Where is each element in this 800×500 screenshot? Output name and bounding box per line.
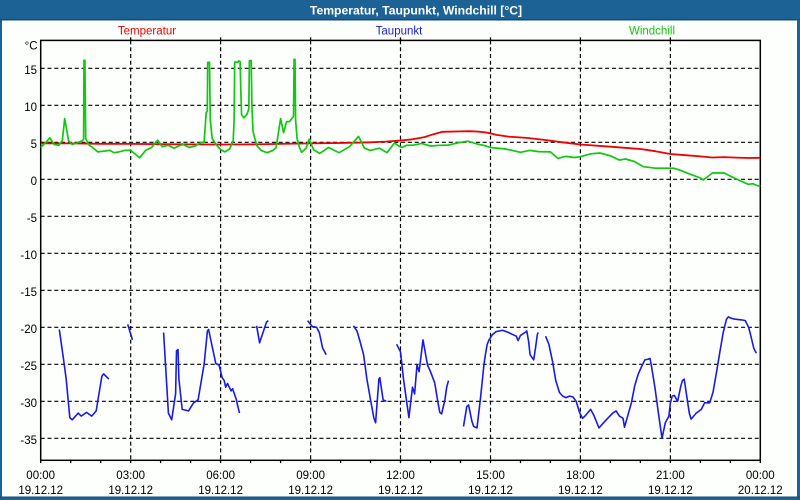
svg-text:03:00: 03:00 <box>116 470 145 482</box>
svg-text:19.12.12: 19.12.12 <box>108 485 153 497</box>
svg-text:0: 0 <box>31 176 37 188</box>
svg-text:-25: -25 <box>20 361 37 373</box>
svg-text:-15: -15 <box>20 287 37 299</box>
svg-text:10: 10 <box>24 102 37 114</box>
svg-text:19.12.12: 19.12.12 <box>378 485 423 497</box>
svg-text:19.12.12: 19.12.12 <box>198 485 243 497</box>
svg-text:18:00: 18:00 <box>566 470 595 482</box>
svg-text:-30: -30 <box>20 398 37 410</box>
svg-text:-10: -10 <box>20 250 37 262</box>
svg-text:06:00: 06:00 <box>206 470 235 482</box>
svg-text:19.12.12: 19.12.12 <box>18 485 63 497</box>
svg-text:-20: -20 <box>20 324 37 336</box>
svg-text:15: 15 <box>24 65 37 77</box>
svg-text:Windchill: Windchill <box>629 26 675 38</box>
svg-text:°C: °C <box>25 41 38 53</box>
svg-text:09:00: 09:00 <box>296 470 325 482</box>
svg-text:5: 5 <box>31 139 37 151</box>
svg-text:19.12.12: 19.12.12 <box>648 485 693 497</box>
svg-text:19.12.12: 19.12.12 <box>288 485 333 497</box>
svg-text:19.12.12: 19.12.12 <box>468 485 513 497</box>
svg-text:-5: -5 <box>27 213 37 225</box>
svg-text:00:00: 00:00 <box>26 470 55 482</box>
svg-text:Temperatur: Temperatur <box>118 26 176 38</box>
svg-text:20.12.12: 20.12.12 <box>738 485 783 497</box>
svg-text:15:00: 15:00 <box>476 470 505 482</box>
svg-text:21:00: 21:00 <box>656 470 685 482</box>
svg-text:Temperatur, Taupunkt, Windchil: Temperatur, Taupunkt, Windchill [°C] <box>310 3 522 17</box>
svg-text:-35: -35 <box>20 435 37 447</box>
svg-text:19.12.12: 19.12.12 <box>558 485 603 497</box>
svg-text:12:00: 12:00 <box>386 470 415 482</box>
svg-text:00:00: 00:00 <box>746 470 775 482</box>
svg-text:Taupunkt: Taupunkt <box>376 26 423 38</box>
